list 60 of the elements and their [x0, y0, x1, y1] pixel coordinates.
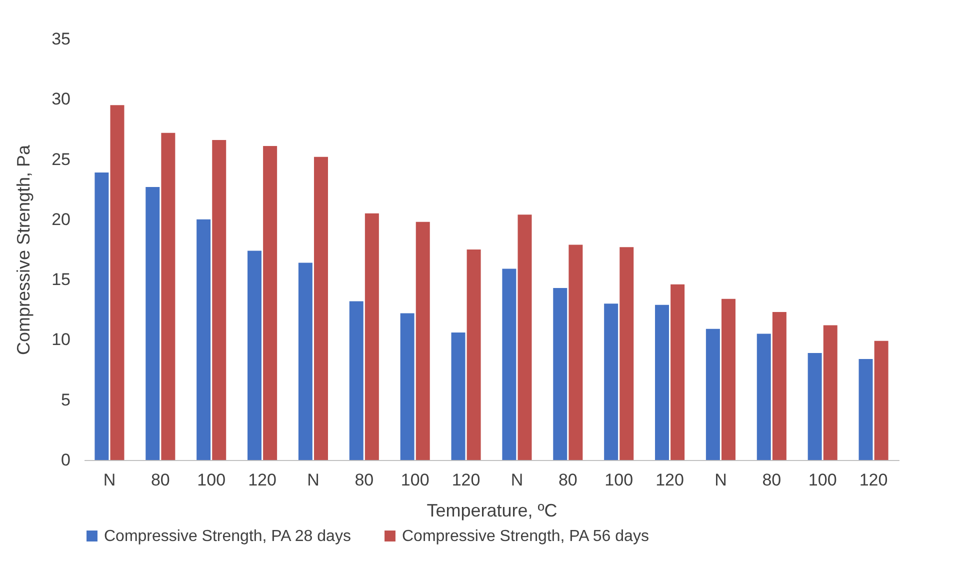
bar [620, 247, 634, 460]
bar [858, 358, 873, 460]
bar [451, 332, 466, 460]
x-tick-label: N [714, 470, 727, 490]
bar [772, 312, 786, 460]
x-tick-label: 100 [400, 470, 430, 490]
bar [146, 186, 160, 460]
bar [248, 250, 262, 460]
y-tick-label: 5 [61, 390, 70, 410]
bar [721, 298, 736, 460]
x-tick-label: 80 [150, 470, 170, 490]
x-tick-label: 120 [859, 470, 888, 490]
x-tick-label: 100 [604, 470, 634, 490]
bar [518, 214, 532, 460]
legend-label: Compressive Strength, PA 56 days [402, 528, 649, 545]
bar [706, 328, 720, 460]
x-tick-label: 120 [452, 470, 480, 490]
y-tick-label: 0 [61, 450, 70, 470]
y-tick-label: 15 [52, 270, 70, 290]
y-axis-title: Compressive Strength, Pa [14, 144, 34, 356]
legend-label: Compressive Strength, PA 28 days [104, 528, 351, 545]
y-tick-label: 35 [52, 30, 70, 48]
bar [364, 213, 379, 460]
bar [808, 352, 822, 460]
bar [502, 268, 516, 460]
x-tick-label: 80 [762, 470, 782, 490]
x-axis-title: Temperature, ºC [426, 500, 558, 520]
y-tick-label: 10 [52, 330, 70, 350]
bar [314, 156, 328, 460]
bar [568, 244, 583, 460]
x-tick-label: 100 [808, 470, 837, 490]
bar [400, 313, 414, 460]
bar [298, 262, 312, 460]
x-tick-label: N [307, 470, 320, 490]
bar [94, 172, 109, 460]
x-tick-label: 80 [558, 470, 578, 490]
x-tick-label: N [103, 470, 116, 490]
bar [349, 301, 364, 460]
bar [670, 284, 685, 460]
bar [263, 146, 278, 460]
bar [466, 250, 481, 460]
bar [110, 105, 124, 460]
bar [655, 304, 670, 460]
bar [416, 222, 430, 460]
x-tick-label: 100 [197, 470, 226, 490]
x-tick-label: 80 [354, 470, 374, 490]
bar [553, 288, 568, 460]
y-tick-label: 30 [52, 90, 70, 109]
bar [196, 219, 211, 460]
bar [212, 140, 226, 460]
bar [823, 325, 838, 460]
bar [756, 334, 771, 460]
x-tick-label: 120 [248, 470, 276, 490]
x-tick-label: 120 [656, 470, 684, 490]
x-tick-label: N [510, 470, 524, 490]
bar [604, 304, 618, 460]
bar [874, 340, 888, 460]
y-tick-label: 20 [52, 210, 70, 229]
y-tick-label: 25 [52, 150, 70, 169]
bar [161, 132, 176, 460]
